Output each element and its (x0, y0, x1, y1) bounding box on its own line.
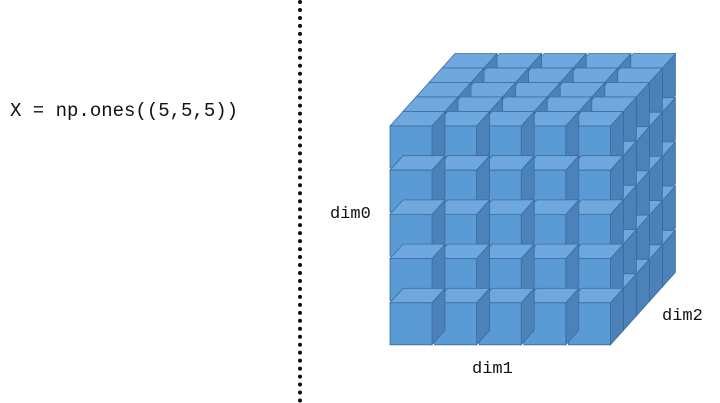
dim2-label: dim2 (662, 307, 703, 326)
cube-front-face (389, 302, 433, 346)
code-expression: X = np.ones((5,5,5)) (10, 100, 239, 122)
dotted-divider (298, 0, 302, 403)
dim0-label: dim0 (330, 205, 371, 224)
dim1-label: dim1 (472, 360, 513, 379)
